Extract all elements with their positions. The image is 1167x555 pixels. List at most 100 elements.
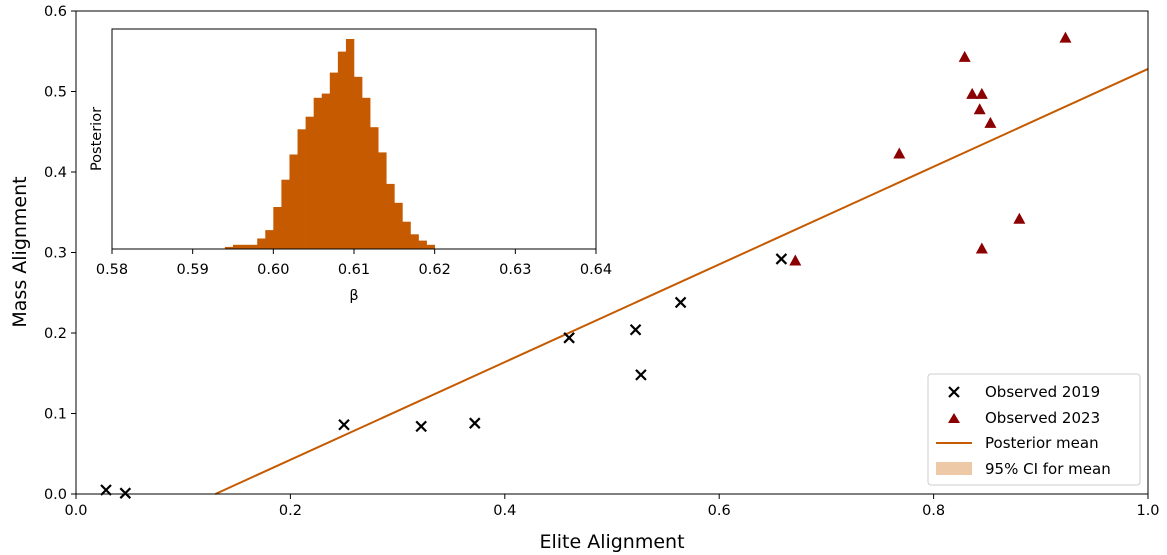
- posterior-mean-line-group: [214, 68, 1149, 495]
- inset-x-tick-label: 0.59: [177, 262, 209, 278]
- point-2019-stroke: [563, 332, 575, 344]
- legend-label-ci: 95% CI for mean: [985, 460, 1111, 478]
- inset-x-tick-label: 0.60: [257, 262, 289, 278]
- y-tick-label: 0.1: [44, 407, 67, 423]
- point-2023: [789, 254, 802, 266]
- histogram-bar: [249, 244, 258, 249]
- histogram-bar: [224, 246, 234, 249]
- inset-x-tick-label: 0.63: [499, 262, 531, 278]
- histogram-bar: [362, 97, 371, 249]
- histogram-bar: [241, 244, 250, 249]
- inset-x-tick-label: 0.62: [419, 262, 451, 278]
- inset-x-axis-label: β: [349, 288, 358, 304]
- inset-x-tick-label: 0.64: [580, 262, 612, 278]
- point-2019: [415, 420, 427, 433]
- point-2019-stroke: [469, 417, 481, 429]
- y-tick-label: 0.0: [44, 487, 67, 503]
- histogram-bar: [329, 72, 339, 249]
- legend-marker-2019: [948, 386, 960, 398]
- posterior-mean-line: [214, 68, 1149, 495]
- histogram-bar: [281, 179, 290, 249]
- legend: Observed 2019 Observed 2023 Posterior me…: [927, 373, 1141, 486]
- point-2019-stroke: [635, 369, 647, 381]
- point-2023: [975, 242, 988, 254]
- point-2023: [984, 116, 997, 128]
- histogram-bar: [313, 97, 323, 249]
- main-plot: 0.0 0.2 0.4 0.6 0.8 1.0 0.0 0.1 0.2 0.3 0.4 0.5 0.6…: [9, 4, 1160, 553]
- point-2019-stroke: [415, 420, 427, 433]
- histogram-bar: [265, 230, 274, 249]
- y-tick-label: 0.6: [44, 4, 67, 20]
- point-2019-stroke: [775, 253, 788, 265]
- histogram-bar: [426, 244, 435, 249]
- point-2019: [563, 332, 575, 344]
- point-2019: [674, 296, 687, 309]
- histogram-bar: [289, 154, 298, 249]
- point-2019: [635, 369, 647, 381]
- histogram-bar: [305, 116, 314, 249]
- legend-label-2019: Observed 2019: [985, 383, 1100, 401]
- inset-plot: 0.58 0.59 0.60 0.61 0.62 0.63 0.64 β Posterior: [89, 28, 612, 304]
- point-2019-stroke: [119, 487, 132, 499]
- histogram-bar: [418, 240, 427, 249]
- histogram-bar: [273, 207, 282, 249]
- inset-x-tick-label: 0.58: [96, 262, 128, 278]
- point-2019-stroke: [100, 484, 112, 496]
- point-2023: [1059, 31, 1072, 43]
- histogram-bar: [233, 244, 242, 249]
- histogram-bar: [410, 234, 419, 249]
- point-2023: [958, 50, 971, 62]
- series-2019-group: [100, 253, 788, 499]
- histogram-bar: [370, 127, 379, 249]
- legend-label-posterior-mean: Posterior mean: [985, 434, 1099, 452]
- legend-box: [927, 373, 1141, 486]
- histogram-bar: [337, 51, 347, 249]
- point-2019-stroke: [338, 418, 350, 431]
- point-2019: [100, 484, 112, 496]
- legend-marker-ci: [936, 462, 972, 475]
- inset-bars: [224, 39, 435, 249]
- legend-marker-2023: [948, 413, 960, 423]
- inset-y-axis-label: Posterior: [89, 107, 105, 171]
- point-2019: [775, 253, 788, 265]
- histogram-bar: [257, 238, 266, 249]
- y-axis-label: Mass Alignment: [9, 176, 31, 327]
- point-2019: [119, 487, 132, 499]
- x-axis-label: Elite Alignment: [539, 531, 684, 553]
- histogram-bar: [354, 76, 363, 249]
- histogram-bar: [345, 39, 355, 249]
- y-tick-label: 0.5: [44, 85, 67, 101]
- histogram-bar: [402, 221, 411, 249]
- point-2019: [338, 418, 350, 431]
- point-2019: [629, 324, 642, 336]
- x-tick-label: 0.8: [922, 503, 945, 519]
- inset-x-tick-label: 0.61: [338, 262, 370, 278]
- x-tick-label: 0.6: [708, 503, 731, 519]
- point-2023: [1013, 212, 1026, 224]
- point-2023: [973, 103, 986, 115]
- y-tick-label: 0.2: [44, 326, 67, 342]
- legend-label-2023: Observed 2023: [985, 409, 1100, 427]
- point-2019-stroke: [629, 324, 642, 336]
- x-tick-label: 0.2: [279, 503, 302, 519]
- point-2023: [966, 87, 979, 99]
- series-2023-group: [789, 31, 1072, 266]
- x-tick-label: 1.0: [1136, 503, 1159, 519]
- point-2019-stroke: [674, 296, 687, 309]
- histogram-bar: [297, 129, 306, 249]
- inset-x-axis: 0.58 0.59 0.60 0.61 0.62 0.63 0.64: [96, 249, 612, 278]
- y-tick-label: 0.3: [44, 246, 67, 262]
- x-axis: 0.0 0.2 0.4 0.6 0.8 1.0: [64, 494, 1160, 519]
- point-2023: [893, 147, 906, 159]
- point-2019: [469, 417, 481, 429]
- y-axis: 0.0 0.1 0.2 0.3 0.4 0.5 0.6: [44, 4, 76, 503]
- y-tick-label: 0.4: [44, 165, 67, 181]
- histogram-bar: [321, 93, 331, 249]
- x-tick-label: 0.0: [64, 503, 87, 519]
- x-tick-label: 0.4: [493, 503, 516, 519]
- histogram-bar: [378, 152, 387, 249]
- histogram-bar: [394, 202, 403, 249]
- histogram-bar: [386, 183, 395, 249]
- point-2023: [975, 87, 988, 99]
